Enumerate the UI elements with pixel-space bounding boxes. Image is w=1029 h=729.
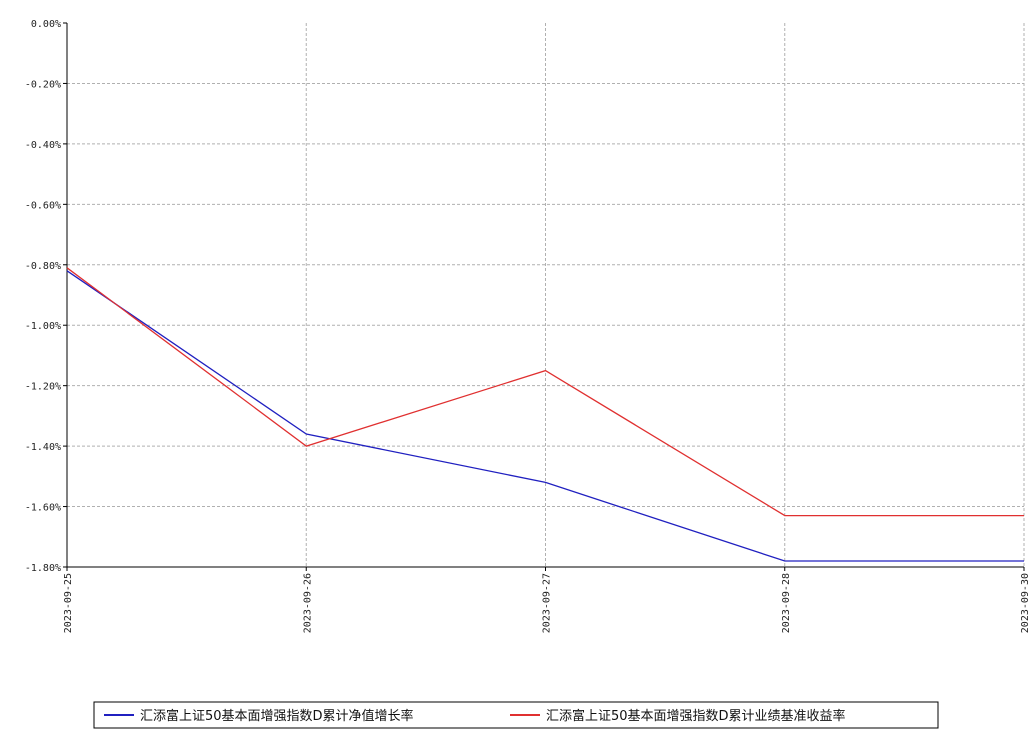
y-tick-label: -1.60% (25, 503, 61, 514)
x-tick-label: 2023-09-28 (781, 573, 792, 633)
y-tick-label: -1.80% (25, 563, 61, 574)
y-tick-label: -0.20% (25, 79, 61, 90)
x-tick-label: 2023-09-25 (63, 573, 74, 633)
grid-lines (67, 23, 1025, 567)
series-line-1 (66, 270, 1024, 562)
y-tick-labels: 0.00% -0.20% -0.40% -0.60% -0.80% -1.00% -1.20… (25, 19, 61, 574)
x-tick-label: 2023-09-26 (302, 573, 313, 633)
x-tick-label: 2023-09-27 (542, 573, 553, 633)
y-tick-label: -0.80% (25, 261, 61, 272)
axes (63, 22, 1025, 571)
x-tick-label: 2023-09-30 (1020, 573, 1029, 633)
y-tick-label: -1.00% (25, 321, 61, 332)
series-lines (66, 267, 1024, 562)
y-tick-label: 0.00% (31, 19, 61, 30)
legend: 汇添富上证50基本面增强指数D累计净值增长率 汇添富上证50基本面增强指数D累计业… (93, 701, 939, 729)
x-tick-labels: 2023-09-25 2023-09-26 2023-09-27 2023-09-28… (63, 573, 1029, 633)
y-tick-label: -1.40% (25, 442, 61, 453)
series-line-2 (66, 267, 1024, 517)
y-tick-label: -1.20% (25, 382, 61, 393)
legend-label-2: 汇添富上证50基本面增强指数D累计业绩基准收益率 (546, 708, 846, 724)
y-tick-label: -0.40% (25, 140, 61, 151)
y-tick-label: -0.60% (25, 200, 61, 211)
legend-label-1: 汇添富上证50基本面增强指数D累计净值增长率 (140, 708, 414, 724)
